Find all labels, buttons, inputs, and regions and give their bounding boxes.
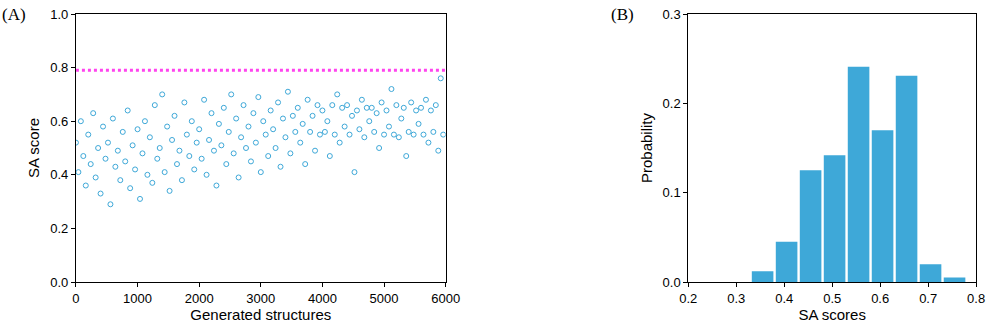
svg-text:0.7: 0.7 <box>919 291 937 306</box>
svg-text:(B): (B) <box>611 5 634 24</box>
svg-text:0.3: 0.3 <box>663 7 681 22</box>
svg-text:Probability: Probability <box>638 112 655 183</box>
svg-text:5000: 5000 <box>370 291 399 306</box>
svg-text:SA score: SA score <box>25 118 42 178</box>
svg-text:(A): (A) <box>2 5 26 24</box>
svg-text:0.2: 0.2 <box>679 291 697 306</box>
svg-text:0.6: 0.6 <box>871 291 889 306</box>
svg-text:SA scores: SA scores <box>798 306 866 323</box>
svg-text:0.0: 0.0 <box>50 275 68 290</box>
svg-text:1.0: 1.0 <box>50 7 68 22</box>
svg-text:0.6: 0.6 <box>50 114 68 129</box>
svg-text:0.8: 0.8 <box>967 291 985 306</box>
svg-text:0.1: 0.1 <box>663 185 681 200</box>
svg-text:0.5: 0.5 <box>823 291 841 306</box>
svg-text:0.2: 0.2 <box>50 221 68 236</box>
svg-text:0.3: 0.3 <box>727 291 745 306</box>
svg-text:0.0: 0.0 <box>663 275 681 290</box>
svg-text:0.4: 0.4 <box>50 167 68 182</box>
svg-text:6000: 6000 <box>431 291 460 306</box>
svg-text:0.8: 0.8 <box>50 60 68 75</box>
svg-text:0: 0 <box>72 291 79 306</box>
svg-text:0.4: 0.4 <box>775 291 793 306</box>
svg-text:Generated structures: Generated structures <box>190 306 331 323</box>
svg-text:0.2: 0.2 <box>663 96 681 111</box>
svg-text:1000: 1000 <box>123 291 152 306</box>
svg-text:2000: 2000 <box>185 291 214 306</box>
svg-text:3000: 3000 <box>246 291 275 306</box>
svg-text:4000: 4000 <box>308 291 337 306</box>
